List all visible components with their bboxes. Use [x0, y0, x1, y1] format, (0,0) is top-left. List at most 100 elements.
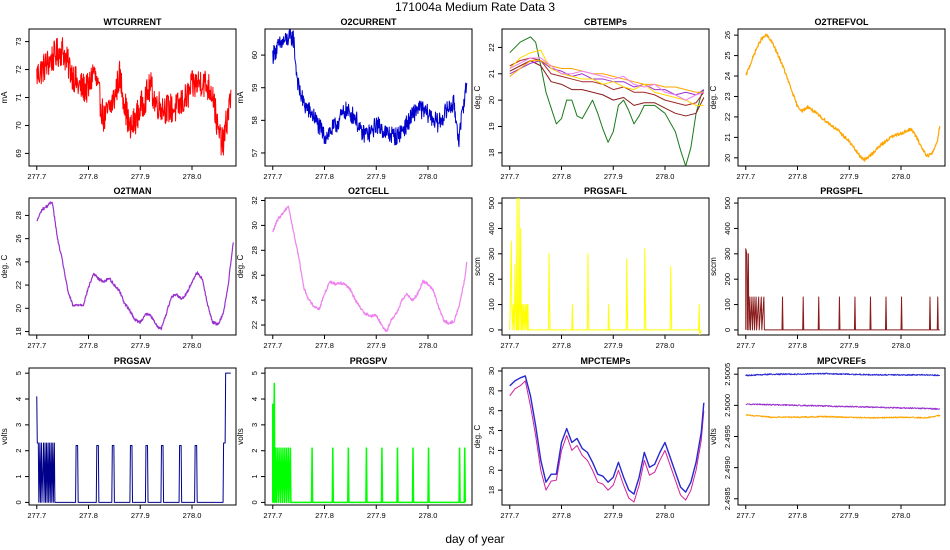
y-tick-label: 23 — [723, 92, 732, 100]
x-tick-label: 277.9 — [840, 511, 859, 520]
x-tick-label: 277.7 — [736, 341, 755, 350]
series-line-prgspfl — [745, 248, 940, 331]
y-tick-label: 300 — [723, 248, 732, 261]
series-line-mpcvref-purple — [745, 403, 940, 411]
y-tick-label: 18 — [487, 486, 496, 494]
y-tick-label: 20 — [723, 154, 732, 162]
y-tick-label: 24 — [14, 258, 23, 266]
series-line-prgsafl — [509, 198, 702, 335]
y-tick-label: 5 — [14, 371, 23, 375]
x-tick-label: 278.0 — [656, 172, 675, 181]
x-tick-label: 277.9 — [840, 172, 859, 181]
panel-title: PRGSPFL — [820, 186, 863, 196]
x-tick-label: 277.8 — [552, 511, 571, 520]
y-axis-label: volts — [0, 428, 9, 444]
y-tick-label: 400 — [487, 222, 496, 235]
y-tick-label: 25 — [723, 51, 732, 59]
panel-title: CBTEMPs — [584, 17, 627, 27]
y-tick-label: 0 — [487, 328, 496, 332]
panel-title: WTCURRENT — [104, 17, 162, 27]
x-tick-label: 278.0 — [656, 511, 675, 520]
y-tick-label: 4 — [14, 397, 23, 401]
x-tick-label: 278.0 — [892, 172, 911, 181]
panel-title: O2TCELL — [348, 186, 390, 196]
x-tick-label: 277.8 — [315, 511, 334, 520]
x-tick-label: 278.0 — [183, 511, 202, 520]
x-tick-label: 278.0 — [892, 511, 911, 520]
y-axis-label: mA — [0, 91, 9, 104]
y-tick-label: 60 — [250, 51, 259, 59]
panel-cbtemps: CBTEMPs deg. C 277.7 277.8 277.9 278.0 18 19 20 2… — [473, 17, 710, 181]
x-tick-label: 277.7 — [27, 341, 46, 350]
y-axis-label: volts — [236, 428, 245, 444]
panel-o2trefvol: O2TREFVOL deg. C 277.7 277.8 277.9 278.0 20 21 2… — [709, 17, 946, 181]
plot-frame — [737, 367, 946, 506]
x-tick-label: 277.9 — [131, 172, 150, 181]
y-tick-label: 400 — [723, 222, 732, 235]
y-tick-label: 22 — [487, 43, 496, 51]
y-tick-label: 20 — [487, 466, 496, 474]
panel-mpcvrefs: MPCVREFs volts 277.7 277.8 277.9 278.0 2.4985 2… — [709, 356, 946, 520]
x-tick-label: 277.7 — [500, 341, 519, 350]
x-tick-label: 278.0 — [892, 341, 911, 350]
x-tick-label: 278.0 — [419, 341, 438, 350]
x-tick-label: 278.0 — [183, 341, 202, 350]
y-tick-label: 1 — [14, 474, 23, 478]
panel-title: PRGSPV — [350, 356, 388, 366]
plot-frame — [264, 28, 473, 167]
y-tick-label: 2.4995 — [723, 425, 732, 448]
panel-title: O2TMAN — [114, 186, 152, 196]
series-line-o2current — [272, 29, 468, 148]
y-axis-label: mA — [236, 91, 245, 104]
y-tick-label: 100 — [487, 298, 496, 311]
y-tick-label: 20 — [487, 96, 496, 104]
series-line-mpctemp-pink — [509, 380, 705, 503]
panel-prgspfl: PRGSPFL sccm 277.7 277.8 277.9 278.0 0 100 200 30… — [709, 186, 946, 350]
plot-frame — [737, 28, 946, 167]
y-tick-label: 24 — [723, 72, 732, 80]
y-tick-label: 57 — [250, 149, 259, 157]
panel-wtcurrent: WTCURRENT mA 277.7 277.8 277.9 278.0 69 70 71 72 7… — [0, 17, 237, 181]
y-tick-label: 70 — [14, 121, 23, 129]
y-tick-label: 20 — [14, 304, 23, 312]
series-line-o2tcell — [272, 205, 468, 332]
x-tick-label: 277.9 — [604, 172, 623, 181]
series-line-cbtemp-darkred — [509, 60, 705, 117]
y-tick-label: 500 — [723, 197, 732, 210]
y-tick-label: 200 — [723, 273, 732, 286]
x-tick-label: 277.8 — [79, 341, 98, 350]
y-tick-label: 69 — [14, 149, 23, 157]
y-tick-label: 2 — [14, 449, 23, 453]
plot-frame — [28, 197, 237, 336]
x-tick-label: 277.9 — [131, 341, 150, 350]
y-tick-label: 2.4990 — [723, 456, 732, 479]
x-tick-label: 277.8 — [552, 341, 571, 350]
x-tick-label: 278.0 — [419, 511, 438, 520]
panel-title: MPCTEMPs — [580, 356, 630, 366]
x-tick-label: 277.8 — [552, 172, 571, 181]
y-axis-label: deg. C — [709, 85, 718, 109]
series-line-cbtemp-brown — [509, 57, 705, 106]
y-tick-label: 26 — [487, 407, 496, 415]
x-tick-label: 277.7 — [736, 172, 755, 181]
y-tick-label: 28 — [250, 246, 259, 254]
y-tick-label: 73 — [14, 37, 23, 45]
y-axis-label: deg. C — [473, 424, 482, 448]
x-tick-label: 277.7 — [500, 172, 519, 181]
plot-frame — [264, 367, 473, 506]
x-tick-label: 278.0 — [183, 172, 202, 181]
panel-title: MPCVREFs — [817, 356, 866, 366]
x-tick-label: 277.7 — [263, 341, 282, 350]
x-tick-label: 277.8 — [788, 511, 807, 520]
figure-title: 171004a Medium Rate Data 3 — [395, 0, 555, 14]
panel-title: PRGSAV — [114, 356, 151, 366]
y-tick-label: 22 — [723, 113, 732, 121]
x-tick-label: 277.8 — [79, 511, 98, 520]
y-tick-label: 26 — [14, 234, 23, 242]
plot-frame — [737, 197, 946, 336]
series-line-o2tman — [36, 201, 234, 331]
y-tick-label: 22 — [14, 281, 23, 289]
x-tick-label: 277.9 — [604, 511, 623, 520]
